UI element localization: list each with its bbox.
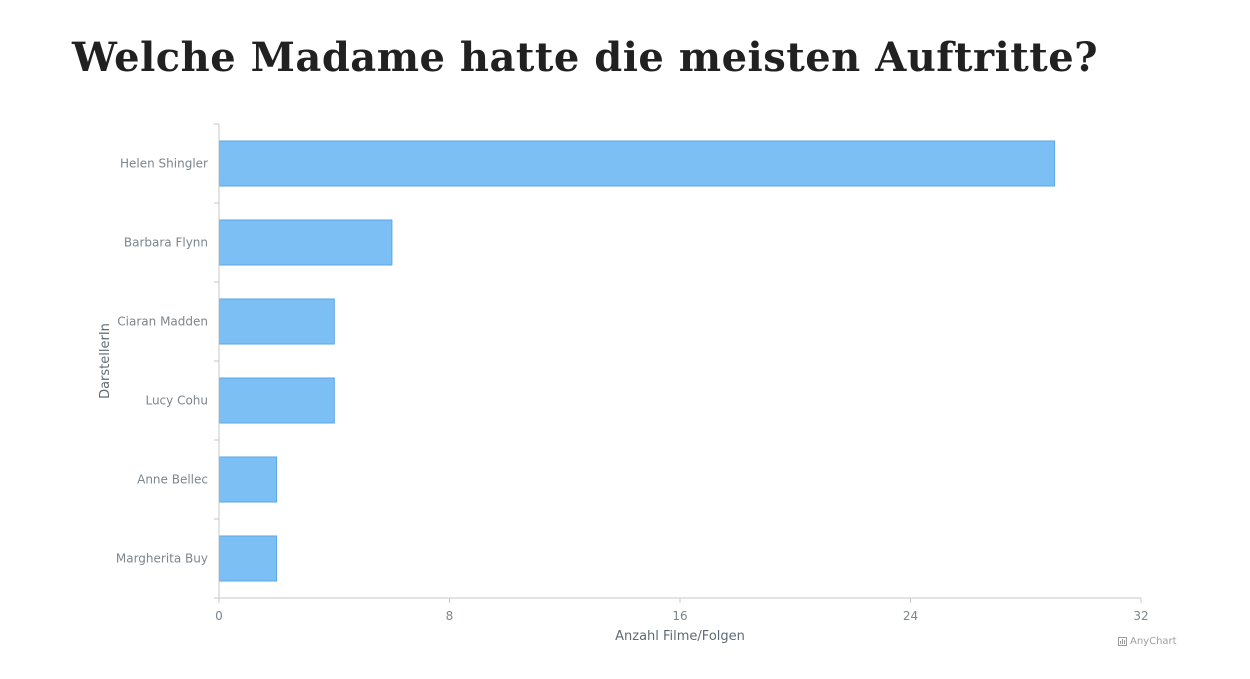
bar[interactable] xyxy=(219,535,278,582)
labels-layer: Helen Shingler Barbara Flynn Ciaran Madden… xyxy=(98,157,1149,645)
credits-label: AnyChart xyxy=(1130,636,1177,647)
bar[interactable] xyxy=(219,219,393,266)
x-tick-label: 0 xyxy=(215,609,223,623)
page-title: Welche Madame hatte die meisten Auftritt… xyxy=(72,34,1099,81)
category-label: Anne Bellec xyxy=(137,473,208,487)
y-axis-title: DarstellerIn xyxy=(98,323,113,399)
bar[interactable] xyxy=(219,377,335,424)
bars-layer xyxy=(219,140,1056,582)
category-label: Lucy Cohu xyxy=(145,394,208,408)
anychart-credits[interactable]: AnyChart xyxy=(1118,636,1177,647)
axes-layer xyxy=(214,123,1142,603)
x-tick-label: 32 xyxy=(1133,609,1148,623)
anychart-logo-icon xyxy=(1118,637,1127,646)
category-label: Barbara Flynn xyxy=(124,236,208,250)
x-axis-title: Anzahl Filme/Folgen xyxy=(615,629,745,644)
x-tick-label: 24 xyxy=(903,609,918,623)
category-label: Helen Shingler xyxy=(120,157,208,171)
x-tick-label: 8 xyxy=(446,609,454,623)
bar[interactable] xyxy=(219,456,278,503)
category-label: Margherita Buy xyxy=(116,552,208,566)
category-label: Ciaran Madden xyxy=(117,315,208,329)
bar[interactable] xyxy=(219,140,1056,187)
x-tick-label: 16 xyxy=(672,609,687,623)
bar[interactable] xyxy=(219,298,335,345)
